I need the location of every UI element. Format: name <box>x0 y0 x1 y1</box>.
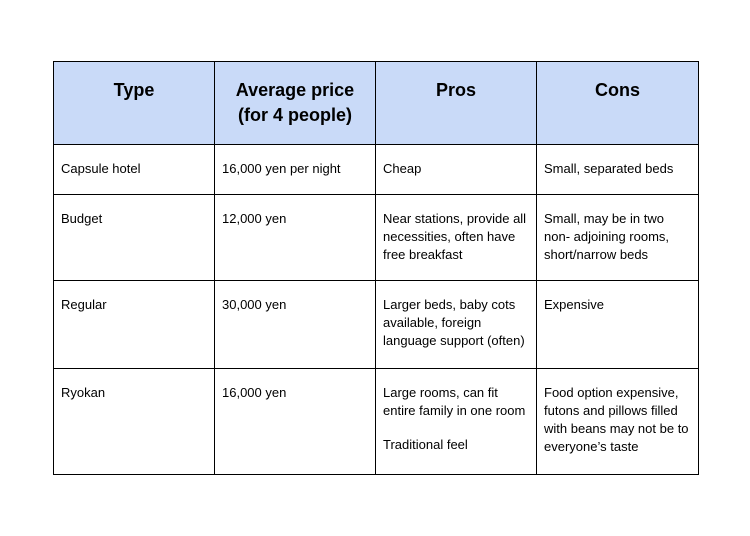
header-average-price: Average price (for 4 people) <box>214 61 376 145</box>
pros-text: Near stations, provide all necessities, … <box>383 211 527 262</box>
header-type: Type <box>53 61 215 145</box>
cell-type: Ryokan <box>53 368 215 475</box>
header-cons: Cons <box>536 61 699 145</box>
table-row: Budget 12,000 yen Near stations, provide… <box>53 194 699 281</box>
cell-cons: Small, may be in two non- adjoining room… <box>536 194 699 281</box>
cell-type: Regular <box>53 280 215 369</box>
cell-type: Capsule hotel <box>53 144 215 195</box>
cell-cons: Food option expensive, futons and pillow… <box>536 368 699 475</box>
cell-pros: Larger beds, baby cots available, foreig… <box>375 280 537 369</box>
table-row: Ryokan 16,000 yen Large rooms, can fit e… <box>53 368 699 475</box>
pros-text: Cheap <box>383 161 422 176</box>
cell-cons: Small, separated beds <box>536 144 699 195</box>
cell-price: 16,000 yen per night <box>214 144 376 195</box>
cell-price: 16,000 yen <box>214 368 376 475</box>
accommodation-comparison-table: Type Average price (for 4 people) Pros C… <box>53 61 699 475</box>
cell-price: 12,000 yen <box>214 194 376 281</box>
cell-price: 30,000 yen <box>214 280 376 369</box>
paragraph-gap <box>383 420 529 436</box>
header-pros: Pros <box>375 61 537 145</box>
cell-cons: Expensive <box>536 280 699 369</box>
table-row: Capsule hotel 16,000 yen per night Cheap… <box>53 144 699 195</box>
cell-pros: Large rooms, can fit entire family in on… <box>375 368 537 475</box>
pros-text: Larger beds, baby cots available, foreig… <box>383 297 525 348</box>
table-header-row: Type Average price (for 4 people) Pros C… <box>53 61 699 145</box>
pros-text: Large rooms, can fit entire family in on… <box>383 385 526 418</box>
pros-text: Traditional feel <box>383 437 468 452</box>
table-row: Regular 30,000 yen Larger beds, baby cot… <box>53 280 699 369</box>
header-average-price-label: Average price (for 4 people) <box>235 80 355 125</box>
cell-type: Budget <box>53 194 215 281</box>
cell-pros: Cheap <box>375 144 537 195</box>
cell-pros: Near stations, provide all necessities, … <box>375 194 537 281</box>
